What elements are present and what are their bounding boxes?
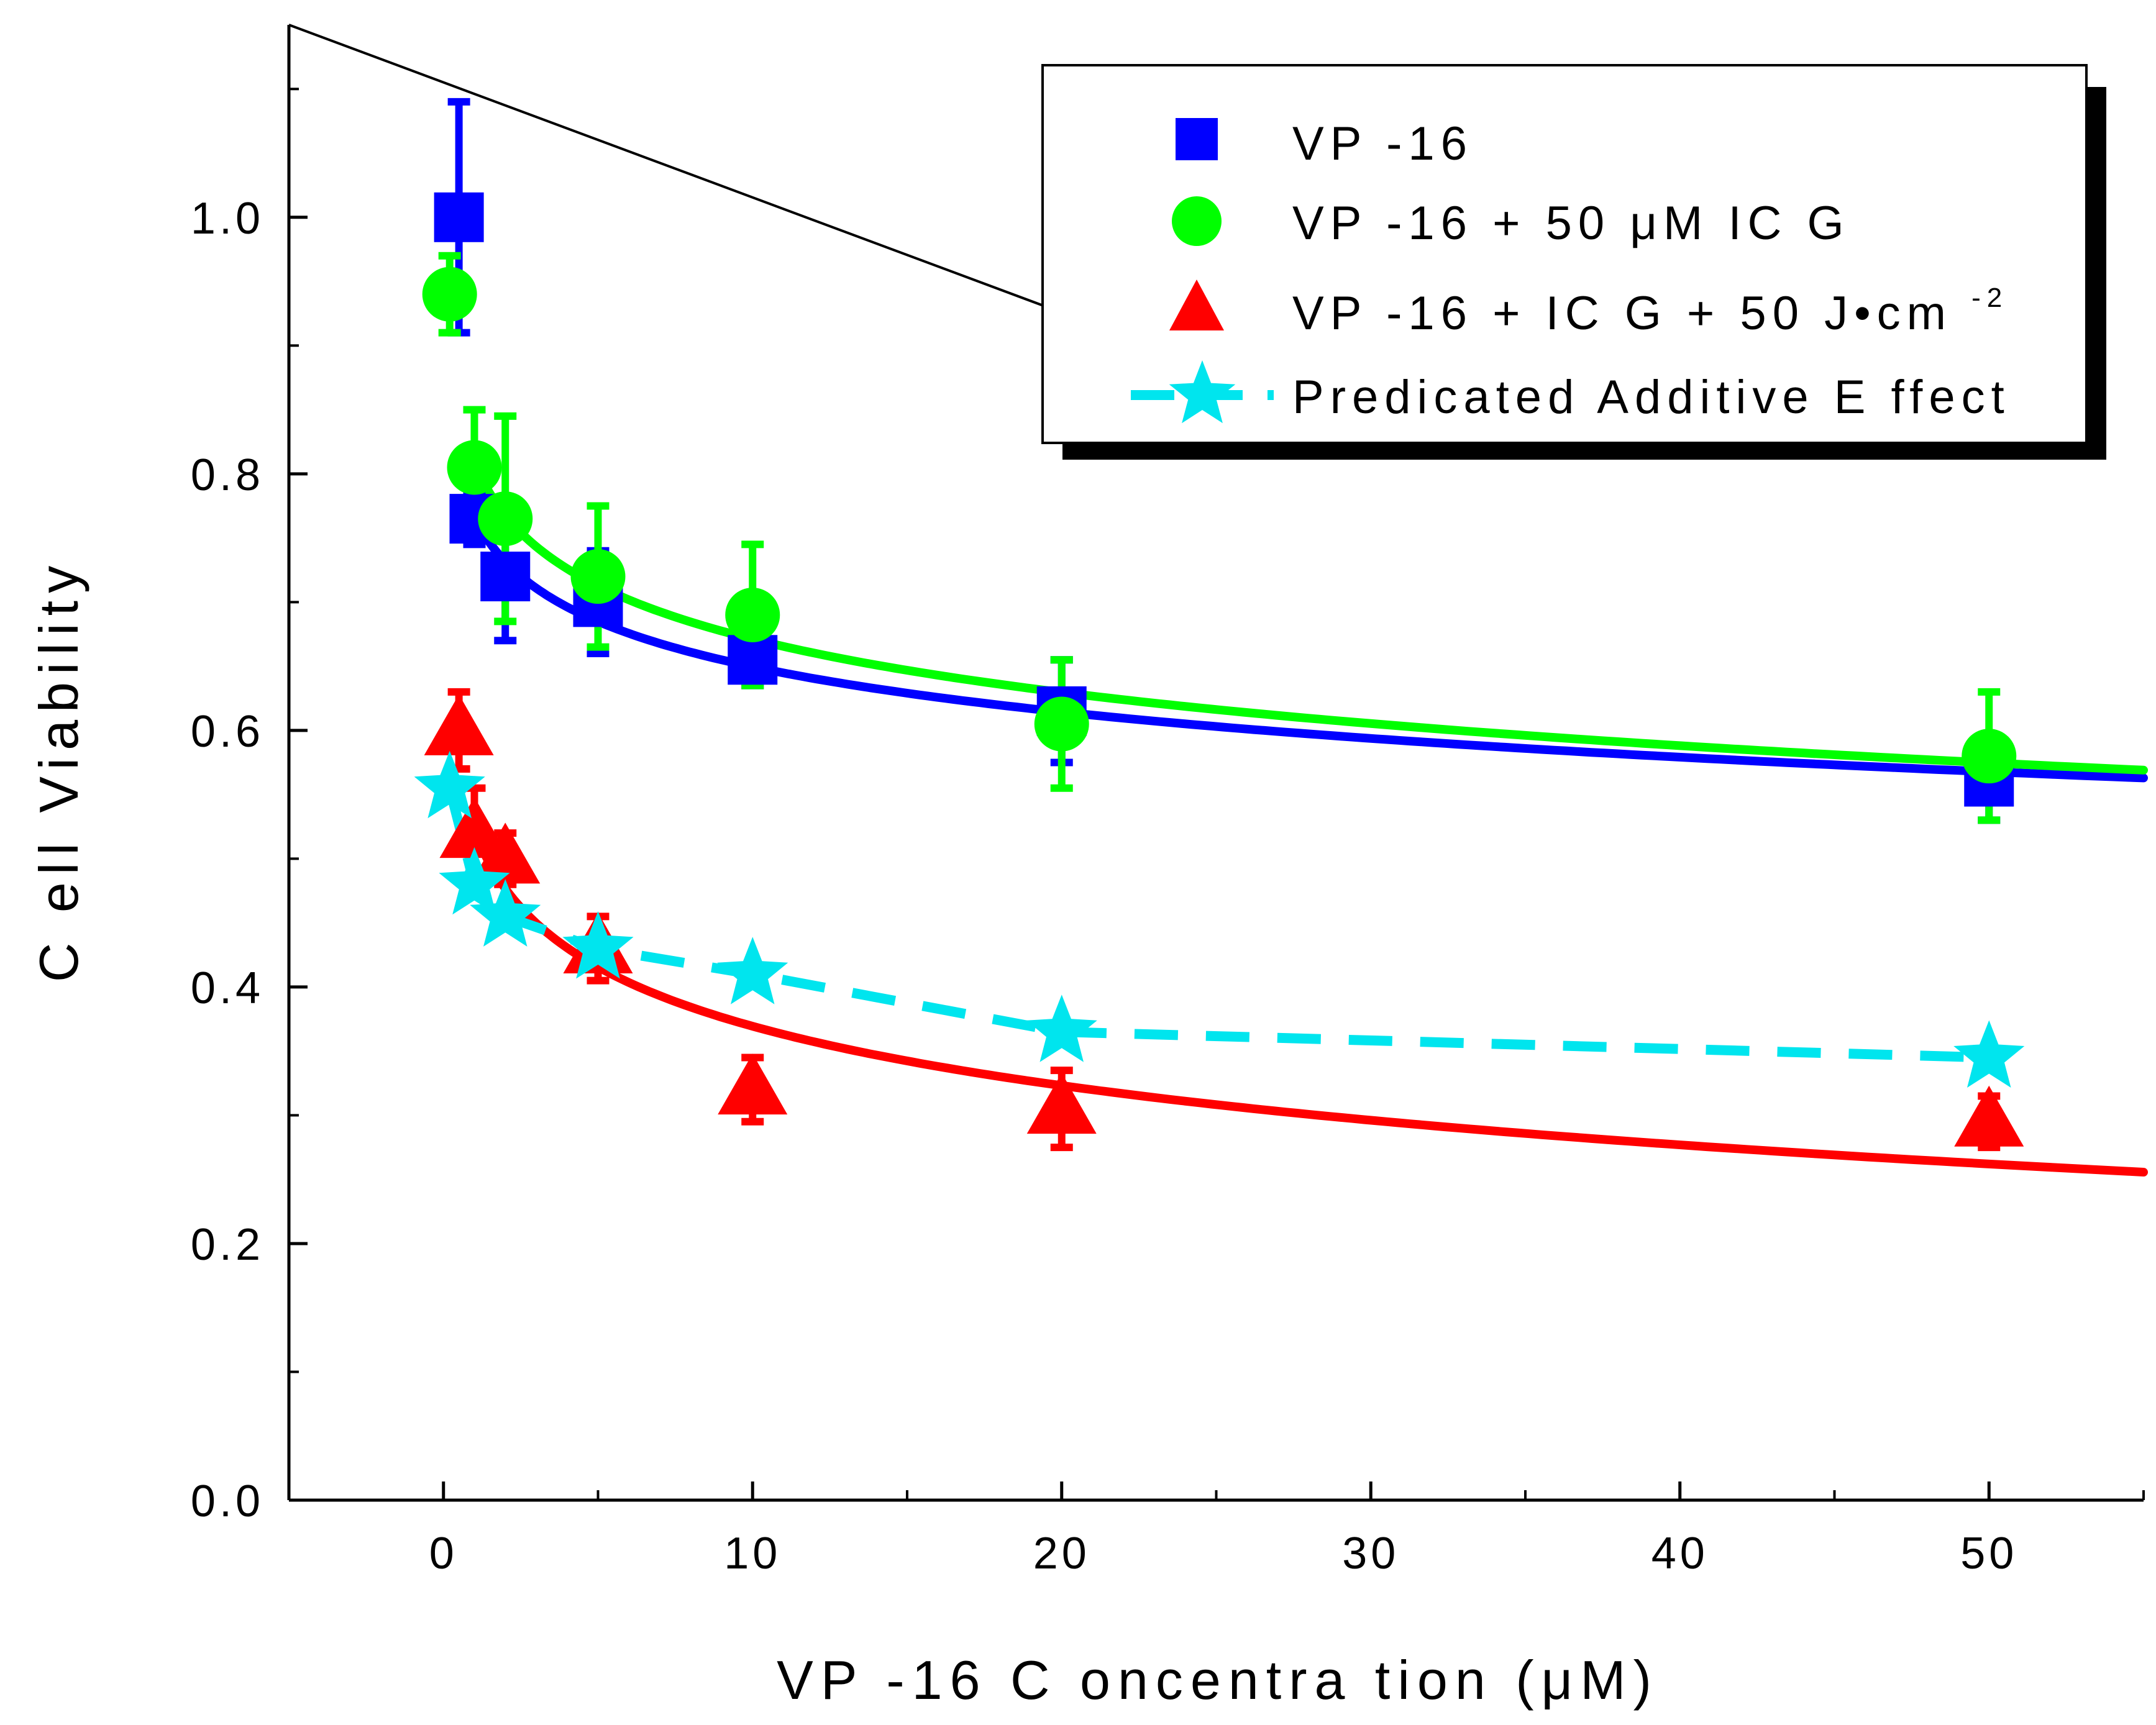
data-point-circle xyxy=(1034,696,1089,752)
legend-label-additive: Predicated Additive E ffect xyxy=(1292,371,2011,424)
data-point-square xyxy=(728,635,778,685)
legend-marker-star xyxy=(1169,360,1236,424)
x-tick-label: 0 xyxy=(429,1529,458,1578)
legend-label-vp16-icg-light-main: VP -16 + IC G + 50 J•cm xyxy=(1292,287,1952,340)
data-point-star xyxy=(1953,1020,2025,1088)
data-point-star xyxy=(717,937,788,1004)
legend-marker-circle xyxy=(1172,196,1222,246)
legend: VP -16 VP -16 + 50 μM IC G VP -16 + IC G… xyxy=(1041,64,2106,460)
x-ticks: 0 10 20 30 40 50 xyxy=(288,1481,2145,1578)
data-markers xyxy=(414,192,2025,1147)
x-axis-title: VP -16 C oncentra tion (μM) xyxy=(777,1649,1659,1711)
legend-marker-triangle xyxy=(1169,280,1224,330)
data-point-circle xyxy=(570,549,626,604)
data-point-star xyxy=(470,879,541,947)
x-tick-label: 40 xyxy=(1651,1529,1709,1578)
y-tick-label: 0.8 xyxy=(191,450,264,500)
data-point-square xyxy=(480,552,531,602)
fit-curve-series-0 xyxy=(470,512,2148,783)
data-point-triangle xyxy=(1954,1085,2024,1147)
data-point-square xyxy=(434,192,484,242)
y-tick-label: 0.6 xyxy=(191,707,264,757)
legend-label-vp16: VP -16 xyxy=(1292,117,1473,170)
data-point-star xyxy=(414,750,485,819)
x-tick-label: 30 xyxy=(1342,1529,1399,1578)
x-tick-label: 10 xyxy=(724,1529,781,1578)
legend-label-vp16-icg-light: VP -16 + IC G + 50 J•cm -2 xyxy=(1292,283,2008,340)
y-tick-label: 0.0 xyxy=(191,1477,264,1526)
data-point-triangle xyxy=(439,797,509,858)
data-point-triangle xyxy=(1026,1073,1097,1134)
data-point-circle xyxy=(725,588,780,642)
data-point-triangle xyxy=(470,822,541,884)
legend-label-vp16-icg-light-superscript: -2 xyxy=(1971,283,2008,313)
data-point-star xyxy=(562,911,634,979)
y-tick-label: 0.2 xyxy=(191,1220,264,1270)
data-point-triangle xyxy=(718,1054,788,1115)
y-ticks: 0.0 0.2 0.4 0.6 0.8 1.0 xyxy=(191,88,308,1526)
data-point-star xyxy=(439,847,510,915)
legend-marker-square xyxy=(1176,118,1218,160)
data-point-circle xyxy=(422,266,477,322)
fit-curve-series-1 xyxy=(470,458,2148,775)
data-point-circle xyxy=(447,440,502,495)
y-axis-title: C ell Viability xyxy=(28,558,89,982)
y-tick-label: 1.0 xyxy=(191,194,264,244)
data-point-star xyxy=(1026,994,1097,1062)
data-point-circle xyxy=(478,491,533,547)
legend-label-vp16-icg: VP -16 + 50 μM IC G xyxy=(1292,197,1850,250)
data-point-circle xyxy=(1962,729,2017,784)
data-point-triangle xyxy=(424,694,494,755)
x-tick-label: 20 xyxy=(1033,1529,1090,1578)
x-tick-label: 50 xyxy=(1960,1529,2017,1578)
y-tick-label: 0.4 xyxy=(191,963,264,1013)
